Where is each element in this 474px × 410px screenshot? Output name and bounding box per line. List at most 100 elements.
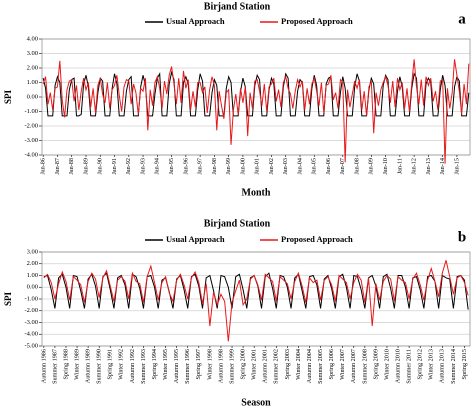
x-tick-label: Jan-99 [225, 158, 232, 175]
x-tick-label: Jan-01 [254, 158, 261, 175]
x-tick-label: Jan-98 [211, 158, 218, 175]
x-tick-label: Jan-12 [411, 158, 418, 175]
x-axis-label: Month [242, 187, 271, 198]
x-tick-label: Spring 2000 [240, 349, 247, 379]
x-tick-label: Jan-88 [68, 158, 75, 175]
x-tick-label: Summer 2014 [450, 349, 457, 384]
y-axis-label: SPI [3, 292, 13, 307]
y-axis-label: SPI [3, 90, 13, 105]
x-tick-label: Jan-90 [97, 158, 104, 175]
x-tick-label: Spring 1997 [195, 349, 202, 379]
panel-label: a [458, 11, 466, 27]
legend-label: Proposed Approach [281, 16, 353, 26]
x-tick-label: Autumn 1998 [217, 349, 224, 383]
x-tick-label: Autumn 2004 [306, 349, 313, 383]
y-tick-label: 1.00 [27, 79, 38, 86]
x-tick-label: Jan-86 [40, 158, 47, 175]
x-tick-label: Jan-97 [197, 158, 204, 175]
x-tick-label: Jan-07 [339, 158, 346, 175]
x-tick-label: Autumn 1986 [40, 349, 47, 383]
series-line [43, 260, 469, 342]
x-tick-label: Autumn 2007 [350, 349, 357, 383]
series-line [42, 59, 470, 164]
x-tick-label: Winter 1989 [73, 349, 80, 380]
x-tick-label: Spring 2003 [284, 349, 291, 379]
x-axis-label: Season [241, 397, 271, 408]
x-tick-label: Winter 1992 [118, 349, 125, 380]
y-tick-label: 3.00 [27, 50, 38, 57]
plot-frame [41, 38, 471, 156]
x-tick-label: Jan-94 [154, 158, 161, 175]
y-tick-label: -2.00 [24, 307, 38, 314]
x-tick-label: Jan-92 [125, 158, 132, 175]
y-tick-label: -3.00 [24, 319, 38, 326]
legend-label: Proposed Approach [281, 234, 353, 244]
x-tick-label: Jan-87 [54, 158, 61, 175]
x-tick-label: Jan-02 [268, 158, 275, 175]
legend-label: Usual Approach [166, 16, 225, 26]
x-tick-label: Summer 1993 [140, 349, 147, 384]
x-tick-label: Jan-00 [239, 158, 246, 175]
x-tick-label: Spring 1994 [151, 349, 158, 379]
x-tick-label: Winter 2010 [383, 349, 390, 380]
x-tick-label: Autumn 1989 [85, 349, 92, 383]
x-tick-label: Summer 1987 [51, 349, 58, 384]
panel-label: b [458, 229, 466, 245]
x-tick-label: Autumn 2001 [262, 349, 269, 383]
y-tick-label: -2.00 [24, 122, 38, 129]
y-tick-label: -5.00 [24, 342, 38, 349]
y-tick-label: -4.00 [24, 151, 38, 158]
x-tick-label: Jan-15 [453, 158, 460, 175]
series-line [43, 272, 469, 310]
x-tick-label: Autumn 1995 [173, 349, 180, 383]
x-tick-label: Spring 1991 [107, 349, 114, 379]
chart-title: Birjand Station [204, 218, 271, 229]
chart-title: Birjand Station [204, 1, 271, 12]
x-tick-label: Winter 2001 [251, 349, 258, 380]
x-tick-label: Summer 2011 [406, 349, 413, 384]
x-tick-label: Summer 1999 [228, 349, 235, 384]
x-tick-label: Jan-89 [82, 158, 89, 175]
x-tick-label: Jan-14 [439, 158, 446, 175]
y-tick-label: 0.00 [27, 284, 38, 291]
series-line [42, 70, 470, 117]
x-tick-label: Spring 2006 [328, 349, 335, 379]
x-tick-label: Jan-11 [396, 158, 403, 174]
y-tick-label: 3.00 [27, 248, 38, 255]
x-tick-label: Autumn 2013 [439, 349, 446, 383]
x-tick-label: Autumn 2010 [394, 349, 401, 383]
x-tick-label: Jan-09 [368, 158, 375, 175]
x-tick-label: Summer 1990 [96, 349, 103, 384]
x-tick-label: Summer 2008 [361, 349, 368, 384]
x-tick-label: Winter 1998 [206, 349, 213, 380]
x-tick-label: Winter 2007 [339, 349, 346, 380]
y-tick-label: -1.00 [24, 295, 38, 302]
x-tick-label: Summer 2005 [317, 349, 324, 384]
x-tick-label: Jan-03 [282, 158, 289, 175]
x-tick-label: Summer 1996 [184, 349, 191, 384]
x-tick-label: Jan-95 [168, 158, 175, 175]
x-tick-label: Autumn 1992 [129, 349, 136, 383]
x-tick-label: Winter 1995 [162, 349, 169, 380]
y-tick-label: 0.00 [27, 93, 38, 100]
plot-frame [41, 251, 471, 347]
legend-label: Usual Approach [166, 234, 225, 244]
x-tick-label: Winter 2013 [428, 349, 435, 380]
y-tick-label: -1.00 [24, 108, 38, 115]
x-tick-label: Jan-93 [139, 158, 146, 175]
x-tick-label: Jan-08 [353, 158, 360, 175]
x-tick-label: Jan-05 [311, 158, 318, 175]
x-tick-label: Summer 2002 [273, 349, 280, 384]
x-tick-label: Spring 1988 [62, 349, 69, 379]
y-tick-label: 4.00 [27, 35, 38, 42]
x-tick-label: Spring 2015 [461, 349, 468, 379]
y-tick-label: 2.00 [27, 64, 38, 71]
y-tick-label: -4.00 [24, 331, 38, 338]
x-tick-label: Jan-10 [382, 158, 389, 175]
x-tick-label: Winter 2004 [295, 349, 302, 380]
y-tick-label: 1.00 [27, 272, 38, 279]
x-tick-label: Spring 2009 [372, 349, 379, 379]
x-tick-label: Jan-04 [296, 158, 303, 175]
x-tick-label: Jan-13 [425, 158, 432, 175]
